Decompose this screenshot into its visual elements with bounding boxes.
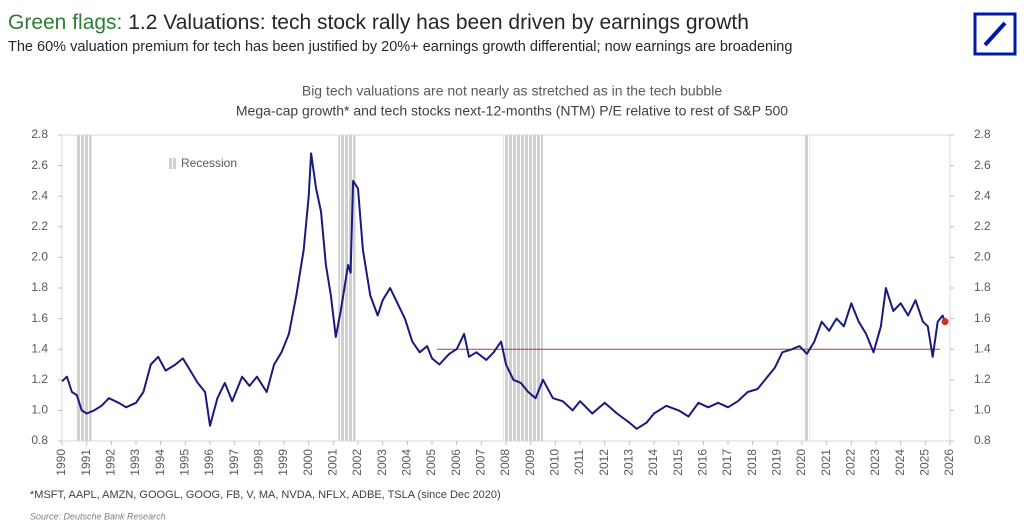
- x-tick-label: 2003: [375, 449, 389, 476]
- y-tick-label: 2.2: [31, 219, 48, 233]
- x-tick-label: 2026: [942, 449, 956, 476]
- x-tick-label: 1990: [54, 449, 68, 476]
- logo: [973, 12, 1017, 56]
- x-tick-label: 2022: [844, 449, 858, 476]
- x-tick-label: 2023: [868, 449, 882, 476]
- x-tick-label: 1998: [252, 449, 266, 476]
- y2-tick-label: 2.6: [974, 158, 991, 172]
- y2-tick-label: 2.0: [974, 250, 991, 264]
- y-tick-label: 1.6: [31, 311, 48, 325]
- x-tick-label: 2004: [400, 449, 414, 476]
- y2-tick-label: 1.6: [974, 311, 991, 325]
- y2-tick-label: 1.0: [974, 403, 991, 417]
- y-tick-label: 0.8: [31, 433, 48, 447]
- x-tick-label: 2001: [326, 449, 340, 476]
- title: Green flags: 1.2 Valuations: tech stock …: [8, 11, 749, 34]
- last-point: [941, 318, 949, 326]
- logo-frame: [973, 12, 1017, 56]
- x-tick-label: 1992: [104, 449, 118, 476]
- y-tick-label: 2.4: [31, 188, 48, 202]
- y2-tick-label: 2.2: [974, 219, 991, 233]
- x-tick-label: 2021: [819, 449, 833, 476]
- x-tick-label: 2025: [918, 449, 932, 476]
- x-tick-label: 2015: [671, 449, 685, 476]
- x-tick-label: 2009: [523, 449, 537, 476]
- logo-slash: [983, 21, 1007, 47]
- x-tick-label: 2016: [696, 449, 710, 476]
- y2-tick-label: 2.4: [974, 188, 991, 202]
- title-main: 1.2 Valuations: tech stock rally has bee…: [128, 11, 749, 34]
- y-tick-label: 2.6: [31, 158, 48, 172]
- x-tick-label: 2011: [572, 449, 586, 475]
- title-lead: Green flags:: [8, 11, 122, 34]
- y2-tick-label: 1.2: [974, 372, 991, 386]
- x-tick-label: 2019: [770, 449, 784, 476]
- data-line: [61, 152, 947, 430]
- x-tick-label: 2008: [498, 449, 512, 476]
- legend-swatch: [168, 158, 177, 169]
- x-tick-label: 2000: [301, 449, 315, 476]
- y-tick-label: 2.0: [31, 250, 48, 264]
- x-tick-label: 2020: [794, 449, 808, 476]
- y2-tick-label: 1.8: [974, 280, 991, 294]
- subtitle: The 60% valuation premium for tech has b…: [8, 39, 792, 55]
- source: Source: Deutsche Bank Research: [30, 511, 166, 521]
- x-tick-label: 2012: [597, 449, 611, 476]
- x-tick-label: 2007: [474, 449, 488, 476]
- x-tick-label: 2013: [622, 449, 636, 476]
- x-tick-label: 2017: [720, 449, 734, 476]
- chart-title: Big tech valuations are not nearly as st…: [302, 83, 722, 99]
- x-tick-label: 2005: [424, 449, 438, 476]
- x-tick-label: 1997: [227, 449, 241, 476]
- y2-tick-label: 0.8: [974, 433, 991, 447]
- x-tick-label: 1993: [128, 449, 142, 476]
- footnote: *MSFT, AAPL, AMZN, GOOGL, GOOG, FB, V, M…: [30, 489, 501, 501]
- x-tick-label: 1991: [79, 449, 93, 476]
- x-tick-label: 2006: [449, 449, 463, 476]
- x-tick-label: 1994: [153, 449, 167, 476]
- y-tick-label: 1.8: [31, 280, 48, 294]
- chart-subtitle: Mega-cap growth* and tech stocks next-12…: [236, 103, 788, 119]
- x-tick-label: 2024: [893, 449, 907, 476]
- legend-label: Recession: [181, 156, 237, 170]
- x-tick-label: 2014: [646, 449, 660, 476]
- y-tick-label: 1.0: [31, 403, 48, 417]
- y2-tick-label: 2.8: [974, 127, 991, 141]
- y2-tick-label: 1.4: [974, 341, 991, 355]
- recession-band: [76, 135, 92, 441]
- x-tick-label: 1996: [202, 449, 216, 476]
- x-tick-label: 2010: [548, 449, 562, 476]
- y-tick-label: 1.2: [31, 372, 48, 386]
- recession-band: [338, 135, 356, 441]
- x-tick-label: 1999: [276, 449, 290, 476]
- x-tick-label: 2018: [745, 449, 759, 476]
- recession-band: [804, 135, 810, 441]
- x-tick-label: 2002: [350, 449, 364, 476]
- recession-band: [503, 135, 543, 441]
- y-tick-label: 1.4: [31, 341, 48, 355]
- y-tick-label: 2.8: [31, 127, 48, 141]
- x-tick-label: 1995: [178, 449, 192, 476]
